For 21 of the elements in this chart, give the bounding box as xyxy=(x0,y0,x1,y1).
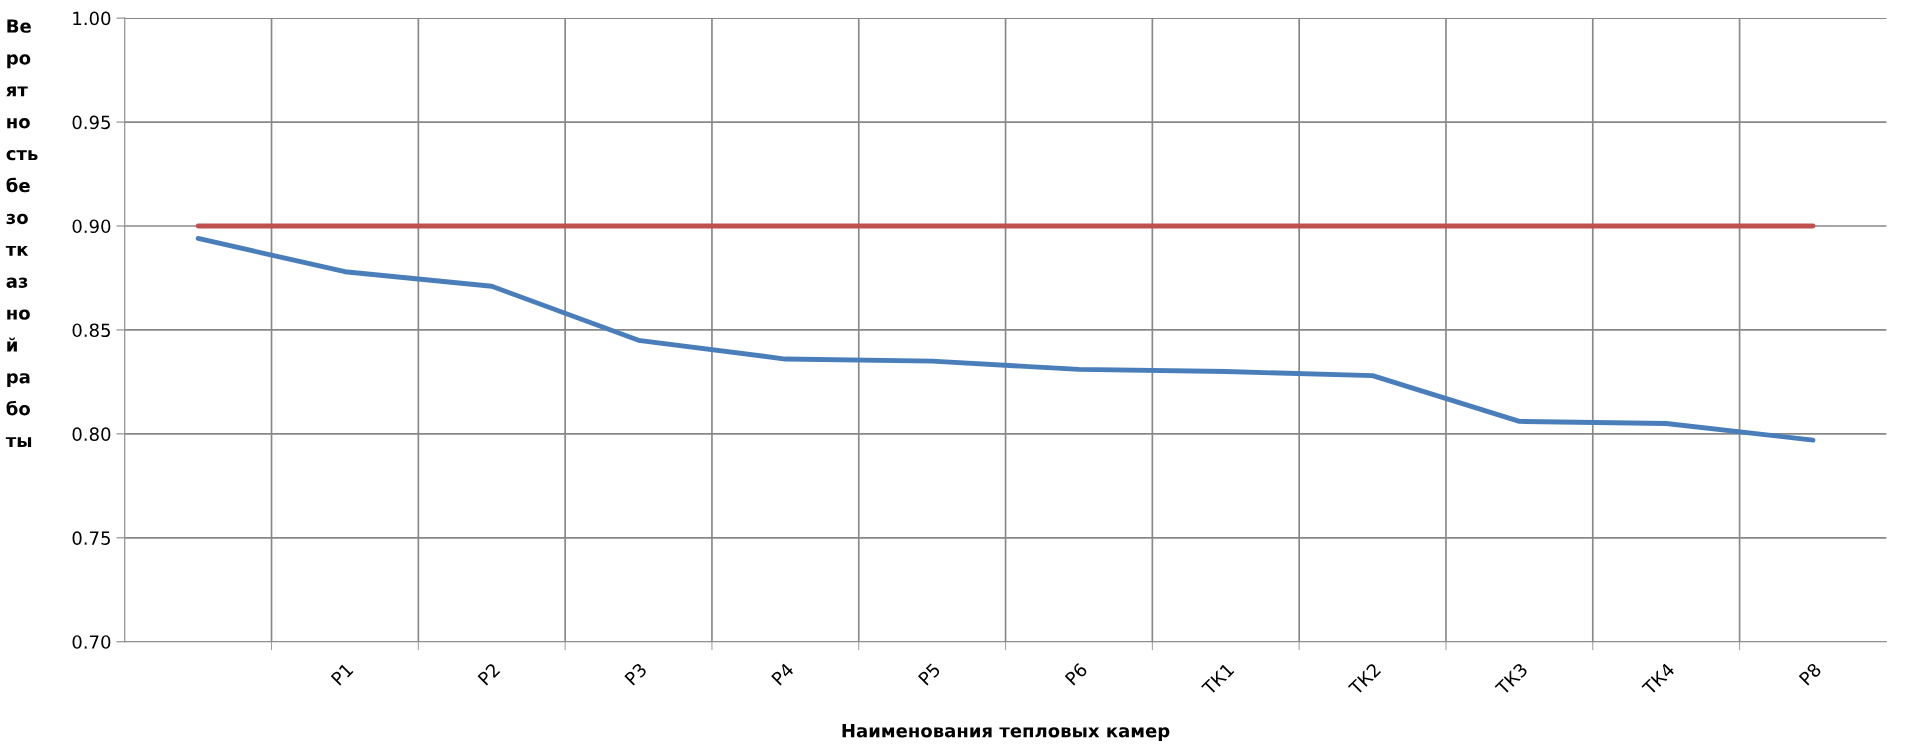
y-tick-label: 0.85 xyxy=(72,323,110,338)
x-tick-label: ТК1 xyxy=(1201,662,1235,696)
x-axis-title: Наименования тепловых камер xyxy=(842,724,1170,742)
x-tick-label: ТК3 xyxy=(1494,662,1529,697)
x-tick-label: Р5 xyxy=(917,662,941,686)
x-tick-label: Р6 xyxy=(1064,662,1089,686)
y-tick-label: 0.90 xyxy=(72,219,111,234)
y-tick-label: 0.75 xyxy=(72,531,110,545)
y-tick-label: 0.80 xyxy=(72,427,111,441)
text: Ве ро ят но сть бе зо тк аз но й ра бо ты xyxy=(5,19,38,448)
y-tick-label: 0.95 xyxy=(72,115,110,130)
x-tick-label: Р1 xyxy=(330,662,354,686)
x-tick-label: Р2 xyxy=(477,662,501,686)
x-tick-label: ТК2 xyxy=(1347,662,1381,696)
x-tick-label: Р8 xyxy=(1798,662,1822,686)
y-tick-label: 1.00 xyxy=(73,11,111,26)
x-tick-label: ТК4 xyxy=(1641,662,1676,696)
line-series xyxy=(195,236,1816,443)
x-tick-label: Р4 xyxy=(771,662,795,686)
y-tick-label: 0.70 xyxy=(72,635,111,649)
x-tick-label: Р3 xyxy=(624,662,648,686)
